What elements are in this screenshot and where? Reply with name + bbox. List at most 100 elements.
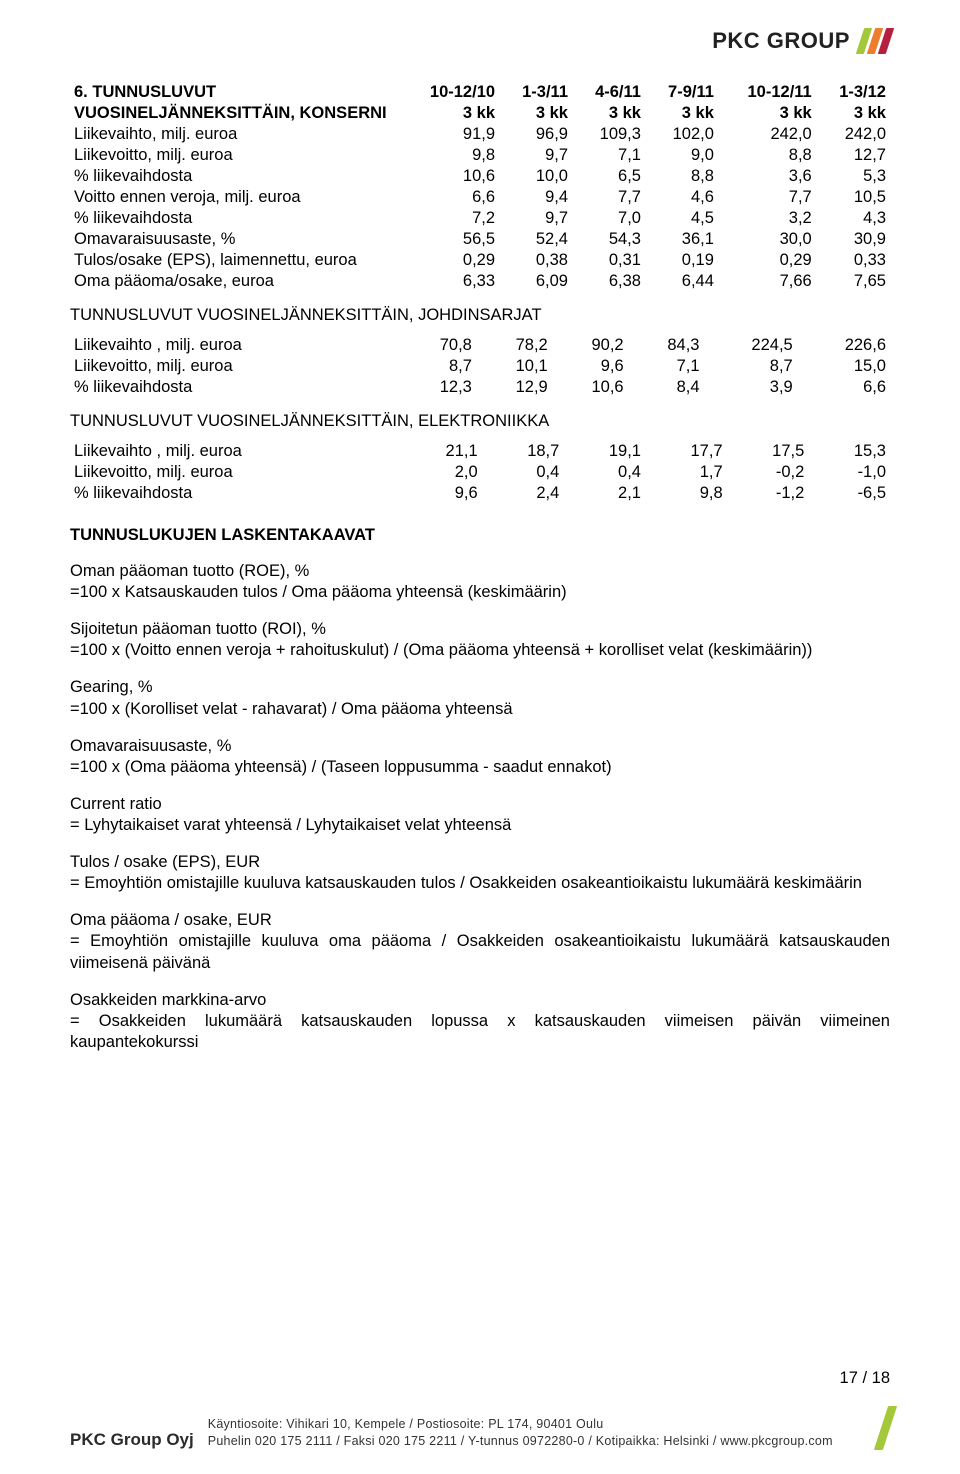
footer-lines: Käyntiosoite: Vihikari 10, Kempele / Pos… — [208, 1416, 833, 1450]
cell: 78,2 — [476, 335, 552, 356]
cell: 9,8 — [400, 145, 499, 166]
page: PKC GROUP 6. TUNNUSLUVUT 10-12/10 1-3/11… — [0, 0, 960, 1474]
table-row: % liikevaihdosta9,62,42,19,8-1,2-6,5 — [70, 483, 890, 504]
cell: 0,19 — [645, 250, 718, 271]
cell: 21,1 — [400, 441, 482, 462]
table-row: Oma pääoma/osake, euroa6,336,096,386,447… — [70, 271, 890, 292]
col-h: 3 kk — [400, 103, 499, 124]
cell: 0,31 — [572, 250, 645, 271]
cell: 84,3 — [628, 335, 704, 356]
cell: 8,8 — [645, 166, 718, 187]
cell: -0,2 — [727, 462, 809, 483]
cell: 226,6 — [797, 335, 890, 356]
col-h: 3 kk — [572, 103, 645, 124]
cell: 12,3 — [400, 377, 476, 398]
cell: 10,1 — [476, 356, 552, 377]
footer-line-1: Käyntiosoite: Vihikari 10, Kempele / Pos… — [208, 1416, 833, 1433]
col-h: 3 kk — [718, 103, 816, 124]
table-header-row-1: 6. TUNNUSLUVUT 10-12/10 1-3/11 4-6/11 7-… — [70, 82, 890, 103]
cell: 54,3 — [572, 229, 645, 250]
section-number: 6. — [74, 83, 88, 101]
cell: 10,6 — [552, 377, 628, 398]
cell: 4,6 — [645, 187, 718, 208]
col-h: 1-3/12 — [816, 82, 890, 103]
table-row: Liikevaihto , milj. euroa70,878,290,284,… — [70, 335, 890, 356]
cell: 10,6 — [400, 166, 499, 187]
cell: 6,38 — [572, 271, 645, 292]
formula-body: =100 x (Korolliset velat - rahavarat) / … — [70, 699, 890, 720]
cell: -1,0 — [808, 462, 890, 483]
formula-title: Omavaraisuusaste, % — [70, 736, 890, 757]
cell: 15,0 — [797, 356, 890, 377]
formula-block: Omavaraisuusaste, %=100 x (Oma pääoma yh… — [70, 736, 890, 778]
formula-body: = Lyhytaikaiset varat yhteensä / Lyhytai… — [70, 815, 890, 836]
formula-block: Gearing, %=100 x (Korolliset velat - rah… — [70, 677, 890, 719]
cell: 0,4 — [563, 462, 645, 483]
cell: 6,6 — [797, 377, 890, 398]
footer-line-2: Puhelin 020 175 2111 / Faksi 020 175 221… — [208, 1433, 833, 1450]
cell: 102,0 — [645, 124, 718, 145]
subheading-johdin: TUNNUSLUVUT VUOSINELJÄNNEKSITTÄIN, JOHDI… — [70, 306, 890, 325]
cell: 9,6 — [400, 483, 482, 504]
cell: 91,9 — [400, 124, 499, 145]
row-label: Liikevoitto, milj. euroa — [70, 145, 400, 166]
row-label: % liikevaihdosta — [70, 208, 400, 229]
cell: 36,1 — [645, 229, 718, 250]
formula-block: Osakkeiden markkina-arvo= Osakkeiden luk… — [70, 990, 890, 1053]
cell: 0,29 — [400, 250, 499, 271]
cell: 6,6 — [400, 187, 499, 208]
cell: 4,5 — [645, 208, 718, 229]
cell: 10,0 — [499, 166, 572, 187]
table-row: % liikevaihdosta10,610,06,58,83,65,3 — [70, 166, 890, 187]
formula-body: = Osakkeiden lukumäärä katsauskauden lop… — [70, 1011, 890, 1053]
cell: 52,4 — [499, 229, 572, 250]
cell: 7,66 — [718, 271, 816, 292]
cell: 9,7 — [499, 145, 572, 166]
cell: 3,2 — [718, 208, 816, 229]
cell: 8,8 — [718, 145, 816, 166]
cell: 90,2 — [552, 335, 628, 356]
cell: 30,9 — [816, 229, 890, 250]
cell: 9,7 — [499, 208, 572, 229]
cell: 6,33 — [400, 271, 499, 292]
cell: 0,33 — [816, 250, 890, 271]
footer-company: PKC Group Oyj — [70, 1430, 194, 1450]
formula-title: Oman pääoman tuotto (ROE), % — [70, 561, 890, 582]
col-h: 10-12/11 — [718, 82, 816, 103]
formula-block: Oma pääoma / osake, EUR= Emoyhtiön omist… — [70, 910, 890, 973]
formula-title: Sijoitetun pääoman tuotto (ROI), % — [70, 619, 890, 640]
cell: 12,9 — [476, 377, 552, 398]
table-row: Tulos/osake (EPS), laimennettu, euroa0,2… — [70, 250, 890, 271]
formula-body: =100 x (Oma pääoma yhteensä) / (Taseen l… — [70, 757, 890, 778]
table-elek: Liikevaihto , milj. euroa21,118,719,117,… — [70, 441, 890, 504]
cell: -6,5 — [808, 483, 890, 504]
row-label: Liikevoitto, milj. euroa — [70, 356, 400, 377]
cell: 9,6 — [552, 356, 628, 377]
formula-body: = Emoyhtiön omistajille kuuluva oma pääo… — [70, 931, 890, 973]
cell: 9,8 — [645, 483, 727, 504]
col-h: 3 kk — [645, 103, 718, 124]
cell: 7,1 — [572, 145, 645, 166]
cell: 18,7 — [482, 441, 564, 462]
cell: 3,9 — [704, 377, 797, 398]
cell: 6,5 — [572, 166, 645, 187]
section-title-b: VUOSINELJÄNNEKSITTÄIN, KONSERNI — [70, 103, 400, 124]
cell: 17,7 — [645, 441, 727, 462]
formulas-heading: TUNNUSLUKUJEN LASKENTAKAAVAT — [70, 526, 890, 545]
cell: 9,4 — [499, 187, 572, 208]
cell: 19,1 — [563, 441, 645, 462]
formula-body: =100 x Katsauskauden tulos / Oma pääoma … — [70, 582, 890, 603]
formula-title: Tulos / osake (EPS), EUR — [70, 852, 890, 873]
row-label: % liikevaihdosta — [70, 166, 400, 187]
cell: 242,0 — [816, 124, 890, 145]
header: PKC GROUP — [70, 28, 890, 54]
col-h: 3 kk — [816, 103, 890, 124]
cell: 2,4 — [482, 483, 564, 504]
cell: 56,5 — [400, 229, 499, 250]
formula-title: Gearing, % — [70, 677, 890, 698]
table-row: Voitto ennen veroja, milj. euroa6,69,47,… — [70, 187, 890, 208]
col-h: 7-9/11 — [645, 82, 718, 103]
page-number: 17 / 18 — [840, 1369, 890, 1388]
footer: PKC Group Oyj Käyntiosoite: Vihikari 10,… — [70, 1406, 890, 1450]
cell: 3,6 — [718, 166, 816, 187]
